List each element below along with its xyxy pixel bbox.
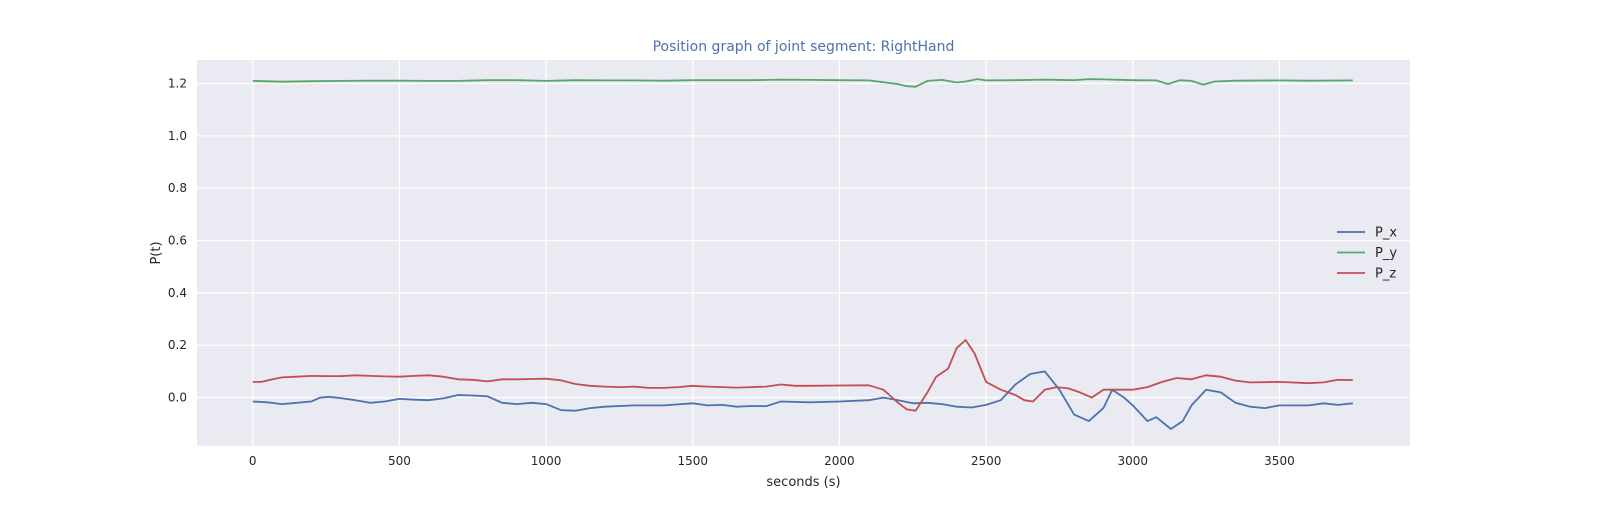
- y-tick-label: 0.8: [168, 181, 187, 195]
- y-tick-label: 0.2: [168, 338, 187, 352]
- x-tick-label: 500: [388, 454, 411, 468]
- x-axis-ticks: 0 500 1000 1500 2000 2500 3000 3500: [249, 454, 1295, 468]
- plot-area: [197, 60, 1410, 446]
- y-tick-label: 1.0: [168, 129, 187, 143]
- legend-label: P_x: [1375, 226, 1397, 241]
- y-tick-label: 0.4: [168, 286, 187, 300]
- x-tick-label: 0: [249, 454, 257, 468]
- x-tick-label: 3500: [1264, 454, 1295, 468]
- x-tick-label: 1500: [677, 454, 708, 468]
- series-lines: [252, 78, 1353, 430]
- x-tick-label: 2500: [971, 454, 1002, 468]
- x-tick-label: 3000: [1118, 454, 1149, 468]
- x-axis-label: seconds (s): [766, 475, 840, 490]
- legend-label: P_y: [1375, 246, 1397, 261]
- y-tick-label: 0.0: [168, 391, 187, 405]
- series-line-p-z: [252, 339, 1353, 412]
- legend-label: P_z: [1375, 267, 1396, 282]
- chart-title: Position graph of joint segment: RightHa…: [653, 39, 955, 55]
- series-line-p-x: [252, 370, 1353, 430]
- legend: P_x P_y P_z: [1337, 226, 1397, 282]
- series-line-p-y: [252, 78, 1353, 88]
- grid: [197, 60, 1410, 446]
- y-tick-label: 0.6: [168, 234, 187, 248]
- x-tick-label: 2000: [824, 454, 855, 468]
- x-tick-label: 1000: [531, 454, 562, 468]
- y-axis-label: P(t): [149, 241, 164, 264]
- y-axis-ticks: 0.0 0.2 0.4 0.6 0.8 1.0 1.2: [168, 77, 187, 405]
- y-tick-label: 1.2: [168, 77, 187, 91]
